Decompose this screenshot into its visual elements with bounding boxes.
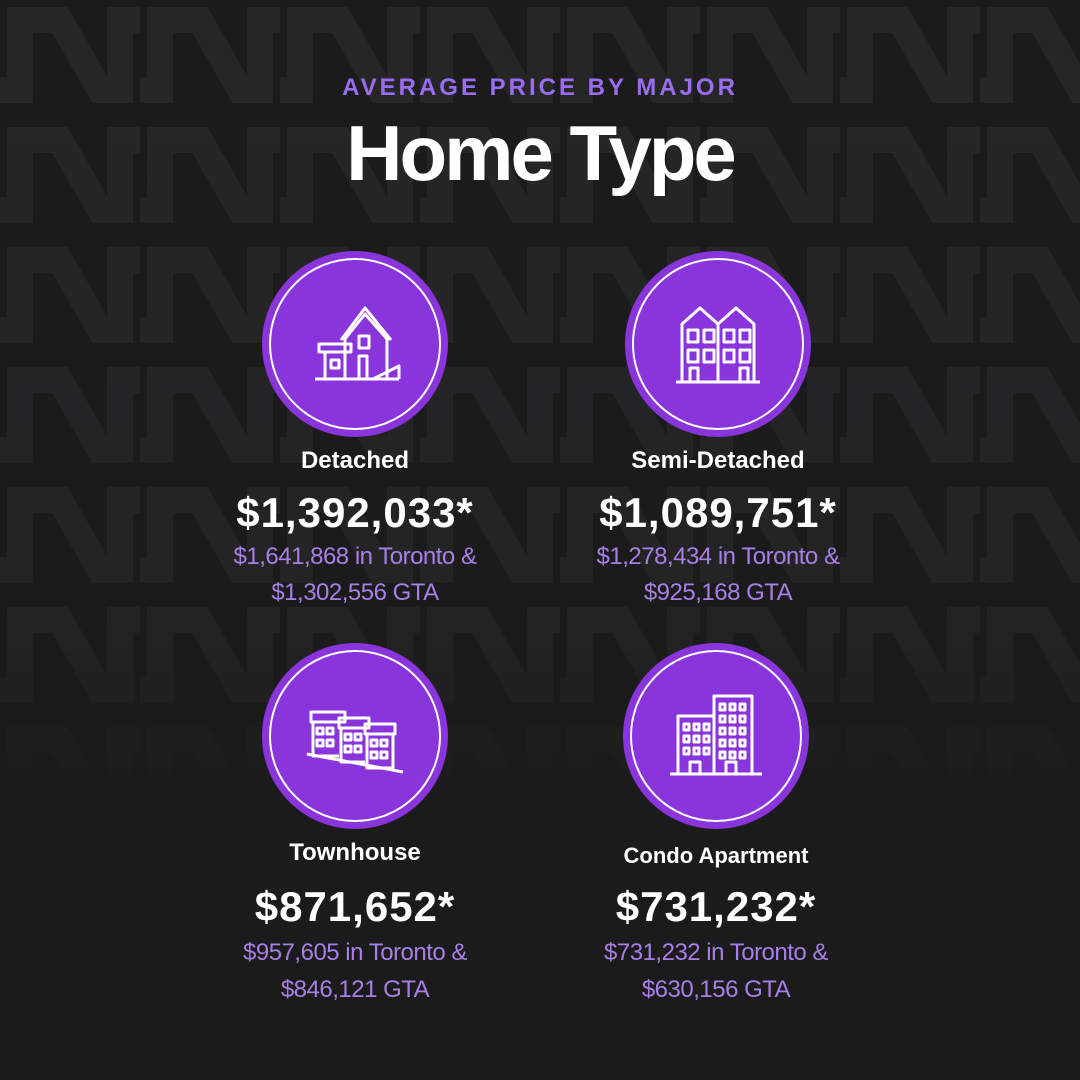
card-price: $1,392,033* — [236, 489, 474, 536]
card-townhouse: Townhouse $871,652* $957,605 in Toronto … — [155, 643, 555, 1023]
townhouse-icon — [306, 710, 404, 774]
detached-house-icon — [315, 306, 401, 381]
condo-apartment-icon-circle — [623, 643, 809, 829]
card-toronto-price: $957,605 in Toronto & — [243, 939, 467, 966]
card-label: Condo Apartment — [623, 843, 809, 868]
card-label: Detached — [300, 447, 410, 474]
card-gta-price: $630,156 GTA — [641, 976, 791, 1003]
card-gta-price: $1,302,556 GTA — [271, 579, 439, 606]
card-toronto-price: $1,278,434 in Toronto & — [596, 543, 840, 570]
card-toronto-price: $731,232 in Toronto & — [604, 939, 828, 966]
card-condo-apartment: Condo Apartment $731,232* $731,232 in To… — [516, 643, 916, 1023]
card-detached: Detached $1,392,033* $1,641,868 in Toron… — [155, 251, 555, 611]
card-gta-price: $925,168 GTA — [643, 579, 793, 606]
condo-apartment-icon — [670, 694, 762, 776]
card-price: $871,652* — [254, 883, 456, 930]
card-label: Townhouse — [289, 839, 421, 866]
townhouse-icon-circle — [262, 643, 448, 829]
page-title: Home Type — [346, 109, 737, 197]
card-semi-detached: Semi-Detached $1,089,751* $1,278,434 in … — [518, 251, 918, 611]
card-gta-price: $846,121 GTA — [280, 976, 430, 1003]
semi-detached-house-icon — [676, 306, 760, 384]
semi-detached-house-icon-circle — [625, 251, 811, 437]
card-label: Semi-Detached — [631, 447, 805, 474]
card-price: $1,089,751* — [599, 489, 837, 536]
header-kicker: AVERAGE PRICE BY MAJOR — [342, 74, 738, 101]
card-toronto-price: $1,641,868 in Toronto & — [233, 543, 477, 570]
detached-house-icon-circle — [262, 251, 448, 437]
card-price: $731,232* — [615, 883, 817, 930]
